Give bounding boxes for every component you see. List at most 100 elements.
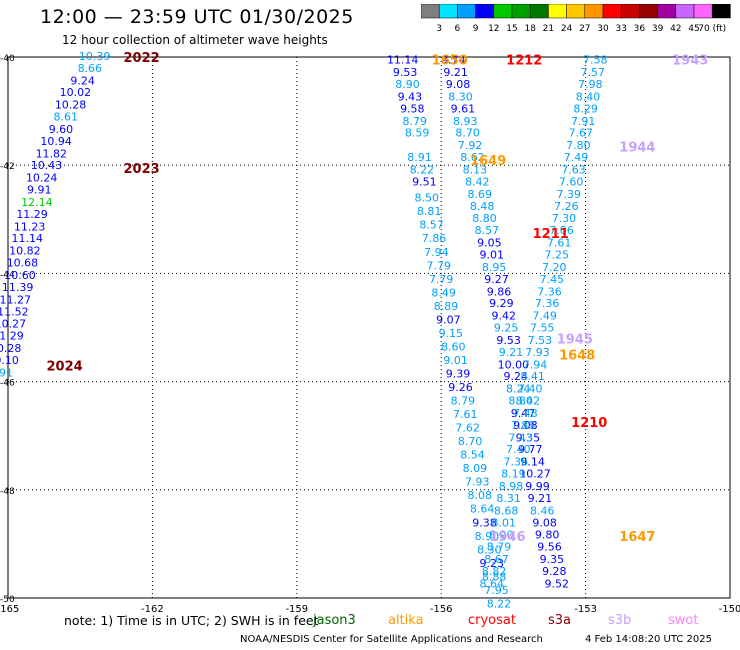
wave-height-value: 7.40 bbox=[518, 383, 543, 396]
wave-height-value: 8.80 bbox=[472, 212, 497, 225]
colorbar-label: 70 (ft) bbox=[698, 24, 726, 34]
footnote: note: 1) Time is in UTC; 2) SWH is in fe… bbox=[64, 613, 319, 628]
wave-height-value: 9.39 bbox=[446, 367, 471, 380]
wave-height-value: 8.88 bbox=[482, 570, 507, 583]
wave-height-value: 9.53 bbox=[496, 334, 521, 347]
wave-height-value: 8.80 bbox=[508, 395, 533, 408]
wave-height-value: 7.86 bbox=[422, 232, 447, 245]
wave-height-value: 8.57 bbox=[419, 219, 444, 232]
wave-height-value: 9.29 bbox=[489, 297, 514, 310]
wave-height-value: 7.55 bbox=[530, 322, 555, 335]
x-tick-label: -162 bbox=[141, 604, 164, 612]
y-tick-label: -48 bbox=[0, 487, 15, 497]
colorbar-label: 36 bbox=[634, 24, 646, 34]
wave-height-value: 11.39 bbox=[2, 281, 34, 294]
mission-legend-item: swot bbox=[668, 613, 699, 628]
y-tick-label: -46 bbox=[0, 379, 15, 389]
track-time-label: 1210 bbox=[571, 416, 607, 431]
wave-height-value: 8.31 bbox=[496, 492, 521, 505]
wave-height-value: 8.49 bbox=[431, 286, 456, 299]
wave-height-value: 8.90 bbox=[489, 529, 514, 542]
wave-height-value: 9.28 bbox=[542, 565, 567, 578]
wave-height-value: 8.64 bbox=[470, 503, 495, 516]
wave-height-value: 7.95 bbox=[484, 584, 509, 597]
wave-height-value: 9.43 bbox=[398, 90, 423, 103]
wave-height-value: 8.59 bbox=[405, 127, 430, 140]
wave-height-value: 8.57 bbox=[475, 224, 500, 237]
wave-height-value: 8.91 bbox=[0, 366, 13, 379]
track-time-label: 1212 bbox=[506, 54, 542, 69]
wave-height-value: 8.30 bbox=[448, 90, 473, 103]
wave-height-value: 8.40 bbox=[576, 90, 601, 103]
y-tick-label: -50 bbox=[0, 595, 15, 605]
wave-height-value: 9.01 bbox=[479, 248, 504, 261]
wave-height-value: 8.50 bbox=[415, 192, 440, 205]
wave-height-value: 11.29 bbox=[16, 208, 48, 221]
wave-height-value: 7.80 bbox=[566, 139, 591, 152]
wave-height-value: 7.48 bbox=[513, 407, 538, 420]
wave-height-value: 10.00 bbox=[498, 358, 530, 371]
wave-height-value: 9.35 bbox=[540, 553, 565, 566]
wave-height-value: 7.79 bbox=[429, 273, 454, 286]
wave-height-value: 8.82 bbox=[482, 565, 507, 578]
mission-legend-item: altika bbox=[388, 613, 424, 628]
wave-height-value: 8.70 bbox=[455, 127, 480, 140]
wave-height-value: 7.06 bbox=[549, 224, 574, 237]
wave-height-value: 8.19 bbox=[501, 468, 526, 481]
wave-height-value: 9.08 bbox=[532, 516, 557, 529]
track-time-label: 1647 bbox=[619, 530, 655, 545]
wave-height-value: 9.51 bbox=[412, 175, 437, 188]
wave-height-value: 7.53 bbox=[528, 334, 553, 347]
wave-height-value: 11.23 bbox=[14, 220, 46, 233]
wave-height-value: 7.93 bbox=[525, 346, 550, 359]
wave-height-value: 8.09 bbox=[463, 462, 488, 475]
wave-height-value: 7.39 bbox=[557, 188, 582, 201]
wave-height-value: 7.94 bbox=[424, 246, 449, 259]
track-time-label: 1211 bbox=[533, 227, 569, 242]
wave-height-value: 7.60 bbox=[559, 175, 584, 188]
wave-height-value: 11.82 bbox=[36, 147, 68, 160]
wave-height-value: 7.36 bbox=[535, 297, 560, 310]
wave-height-value: 8.68 bbox=[494, 504, 519, 517]
wave-height-value: 7.57 bbox=[581, 66, 606, 79]
wave-height-value: 7.20 bbox=[542, 261, 567, 274]
wave-height-value: 9.56 bbox=[537, 541, 562, 554]
wave-height-value: 9.35 bbox=[516, 431, 541, 444]
mission-legend-item: s3a bbox=[548, 613, 572, 628]
wave-height-value: 8.98 bbox=[499, 480, 524, 493]
wave-height-value: 9.77 bbox=[518, 443, 543, 456]
wave-height-value: 7.88 bbox=[511, 419, 536, 432]
wave-height-value: 10.10 bbox=[0, 354, 19, 367]
wave-height-value: 9.26 bbox=[448, 381, 473, 394]
wave-height-value: 10.27 bbox=[0, 318, 26, 331]
wave-height-value: 8.79 bbox=[487, 541, 512, 554]
wave-height-value: 10.60 bbox=[4, 269, 36, 282]
wave-height-value: 7.30 bbox=[552, 212, 577, 225]
wave-height-value: 9.21 bbox=[528, 492, 553, 505]
wave-height-value: 8.42 bbox=[465, 175, 490, 188]
map-title: 12:00 — 23:59 UTC 01/30/2025 bbox=[40, 6, 354, 28]
wave-height-value: 7.58 bbox=[583, 54, 608, 67]
wave-height-value: 9.38 bbox=[472, 516, 497, 529]
colorbar-label: 30 bbox=[597, 24, 609, 34]
x-tick-label: -156 bbox=[430, 604, 453, 612]
colorbar-label: 45 bbox=[688, 24, 699, 34]
wave-height-value: 9.86 bbox=[487, 285, 512, 298]
generation-timestamp: 4 Feb 14:08:20 UTC 2025 bbox=[585, 634, 712, 645]
x-tick-label: -165 bbox=[0, 604, 19, 612]
mission-legend-item: cryosat bbox=[468, 613, 516, 628]
wave-height-value: 10.82 bbox=[9, 245, 41, 258]
wave-height-value: 8.95 bbox=[482, 261, 507, 274]
wave-height-value: 7.26 bbox=[554, 200, 579, 213]
track-time-label: 1649 bbox=[470, 154, 506, 169]
wave-height-value: 9.01 bbox=[443, 354, 468, 367]
wave-height-value: 8.54 bbox=[460, 449, 485, 462]
wave-height-value: 10.28 bbox=[55, 99, 87, 112]
colorbar-label: 15 bbox=[506, 24, 517, 34]
track-time-label: 2022 bbox=[124, 51, 160, 66]
wave-height-value: 9.47 bbox=[511, 407, 536, 420]
track-time-label: 1650 bbox=[432, 54, 468, 69]
wave-height-value: 7.94 bbox=[523, 358, 548, 371]
y-tick-label: -42 bbox=[0, 162, 15, 172]
colorbar-label: 18 bbox=[524, 24, 536, 34]
